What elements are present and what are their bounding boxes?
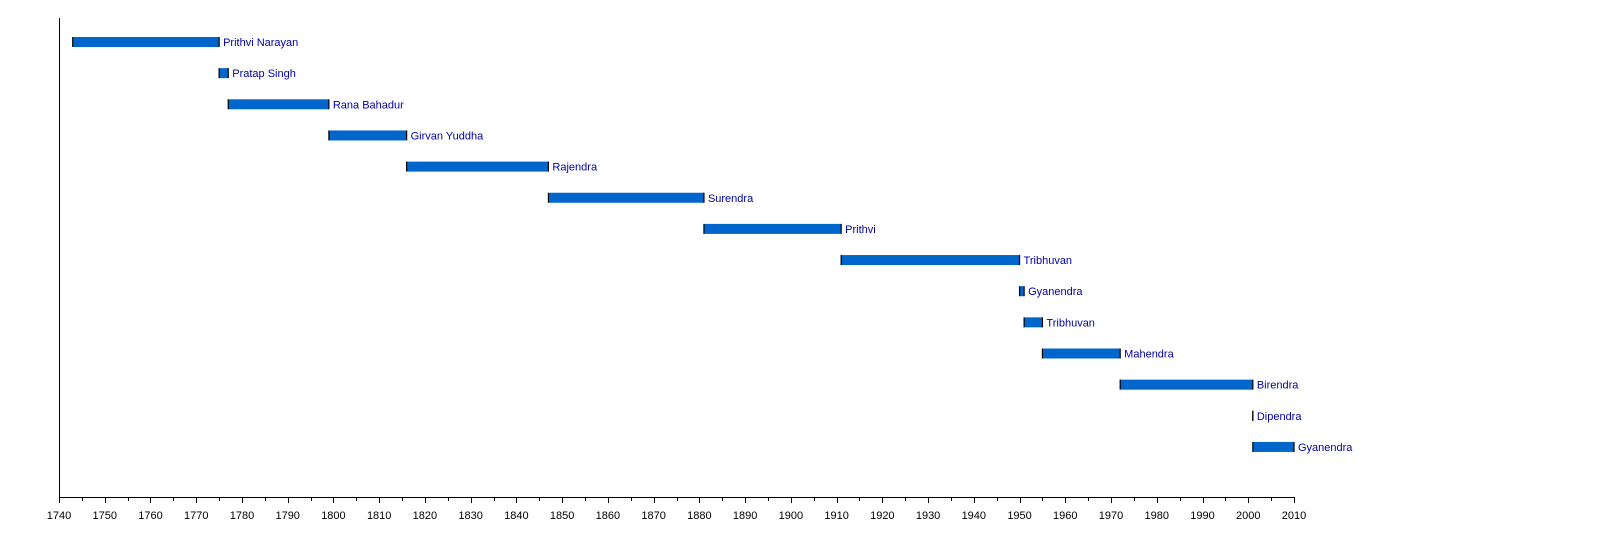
bar-label: Surendra [708,193,754,205]
tick-label: 1770 [184,510,208,522]
bar-label: Mahendra [1124,349,1174,361]
tick-label: 1920 [870,510,894,522]
bar-label: Dipendra [1257,411,1303,423]
timeline-bar: Mahendra [1041,348,1175,361]
bar-label: Girvan Yuddha [411,130,484,142]
bar-fill [841,255,1020,266]
bar-label: Pratap Singh [232,68,296,80]
bar-fill [1019,286,1025,297]
bar-fill [219,68,229,79]
bar-label: Prithvi Narayan [223,37,298,49]
tick-label: 1760 [138,510,162,522]
tick-label: 1960 [1053,510,1077,522]
bar-label: Prithvi [845,224,876,236]
tick-label: 1780 [230,510,254,522]
timeline-bar: Tribhuvan [840,255,1073,267]
tick-label: 1810 [367,510,391,522]
timeline-bar: Prithvi Narayan [72,37,298,49]
x-axis-ticks: 1740 1750 1760 1770 1780 1790 1800 1810 1820 1830… [47,497,1306,522]
tick-label: 1790 [275,510,299,522]
timeline-bar: Rana Bahadur [227,99,404,111]
tick-label: 1740 [47,510,71,522]
tick-label: 1800 [321,510,345,522]
tick-label: 2000 [1236,510,1260,522]
tick-label: 1990 [1190,510,1214,522]
bar-label: Rajendra [552,162,598,174]
bar-label: Gyanendra [1028,286,1083,298]
timeline-bar: Dipendra [1252,410,1303,423]
tick-label: 1970 [1099,510,1123,522]
tick-label: 1830 [458,510,482,522]
tick-label: 1900 [779,510,803,522]
tick-label: 1820 [413,510,437,522]
tick-label: 1940 [962,510,986,522]
timeline-bar: Birendra [1119,379,1299,392]
timeline-bar: Girvan Yuddha [328,130,484,142]
tick-label: 1870 [641,510,665,522]
tick-label: 1890 [733,510,757,522]
timeline-bar: Tribhuvan [1023,317,1095,329]
bar-fill [703,223,842,234]
bar-fill [1042,348,1121,359]
tick-label: 1950 [1007,510,1031,522]
timeline-bar: Prithvi [703,223,876,236]
bar-label: Tribhuvan [1046,317,1095,329]
bar-fill [1252,441,1294,452]
timeline-bar: Rajendra [406,161,598,174]
bar-label: Gyanendra [1298,442,1353,454]
timeline-bar: Gyanendra [1252,441,1353,454]
bar-fill [1024,317,1043,328]
bar-label: Rana Bahadur [333,99,404,111]
bar-label: Birendra [1257,380,1299,392]
bar-label: Tribhuvan [1024,255,1073,267]
bars: Prithvi Narayan Pratap Singh Rana Bahadur G… [72,37,1353,454]
tick-label: 2010 [1282,510,1306,522]
tick-label: 1930 [916,510,940,522]
bar-fill [228,99,329,110]
timeline-bar: Gyanendra [1018,286,1083,298]
bar-fill [548,192,704,203]
timeline-bar: Pratap Singh [218,68,296,80]
tick-label: 1840 [504,510,528,522]
tick-label: 1860 [596,510,620,522]
timeline-bar: Surendra [547,192,754,205]
tick-label: 1850 [550,510,574,522]
bar-fill [1120,379,1253,390]
bar-fill [328,130,407,141]
tick-label: 1880 [687,510,711,522]
tick-label: 1910 [824,510,848,522]
tick-label: 1980 [1145,510,1169,522]
tick-label: 1750 [92,510,116,522]
bar-fill [406,161,549,172]
bar-fill [72,37,220,47]
